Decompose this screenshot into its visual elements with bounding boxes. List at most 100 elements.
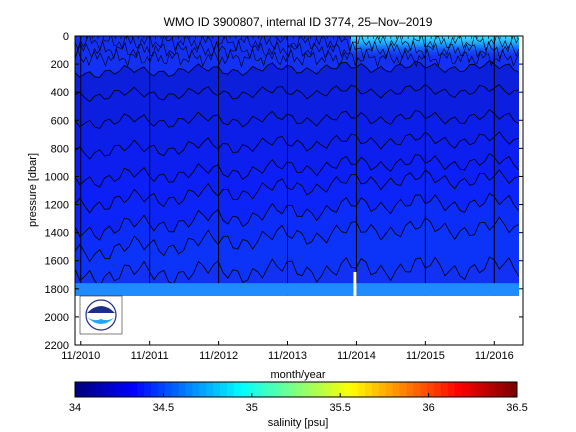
colorbar-segment — [95, 382, 104, 397]
surface-contour-line — [75, 39, 520, 60]
colorbar-segment — [302, 382, 311, 397]
colorbar-label: salinity [psu] — [268, 417, 329, 429]
colorbar-segment — [75, 382, 83, 397]
contour-line-34-2 — [75, 131, 520, 160]
colorbar-segment — [447, 382, 456, 397]
salinity-band — [75, 169, 519, 241]
colorbar-segment — [254, 382, 262, 397]
colorbar-segment — [434, 382, 442, 397]
y-tick-label: 2000 — [45, 312, 69, 324]
salinity-band — [75, 131, 519, 188]
plot-area — [75, 36, 520, 296]
colorbar-segment — [510, 382, 518, 397]
colorbar-segment — [123, 382, 131, 397]
colorbar-segment — [226, 382, 235, 397]
colorbar-segment — [296, 382, 304, 397]
y-tick-label: 1200 — [45, 200, 69, 212]
x-tick-label: 11/2015 — [406, 350, 445, 362]
colorbar-segment — [164, 382, 173, 397]
colorbar-segment — [496, 382, 504, 397]
colorbar-segment — [275, 382, 283, 397]
y-tick-label: 200 — [51, 59, 69, 71]
y-axis-label: pressure [dbar] — [27, 153, 39, 227]
colorbar-segment — [116, 382, 124, 397]
colorbar-tick-label: 34 — [69, 402, 81, 414]
colorbar-tick-label: 35 — [246, 402, 258, 414]
salinity-field — [75, 36, 519, 296]
contour-line-34-35 — [75, 192, 520, 241]
colorbar-segment — [475, 382, 483, 397]
colorbar-segment — [427, 382, 435, 397]
colorbar-segment — [261, 382, 269, 397]
colorbar-segment — [233, 382, 242, 397]
salinity-band — [75, 109, 519, 159]
colorbar-segment — [454, 382, 463, 397]
colorbar-segment — [420, 382, 428, 397]
colorbar-segment — [489, 382, 497, 397]
noaa-logo: NOAA — [79, 295, 123, 335]
surface-contour-line — [75, 48, 520, 68]
colorbar-segment — [309, 382, 318, 397]
colorbar-segment — [178, 382, 186, 397]
colorbar-segment — [185, 382, 193, 397]
colorbar-segment — [371, 382, 380, 397]
colorbar-segment — [157, 382, 166, 397]
colorbar-segment — [441, 382, 449, 397]
y-tick-label: 1000 — [45, 171, 69, 183]
colorbar-segment — [150, 382, 159, 397]
x-tick-label: 11/2010 — [61, 350, 100, 362]
colorbar-segment — [289, 382, 297, 397]
colorbar-segment — [88, 382, 97, 397]
colorbar-segment — [171, 382, 180, 397]
y-tick-label: 2200 — [45, 340, 69, 352]
colorbar-segment — [220, 382, 228, 397]
contour-line-34-4 — [75, 216, 520, 263]
colorbar-segment — [482, 382, 490, 397]
colorbar-segment — [461, 382, 470, 397]
colorbar-segment — [316, 382, 325, 397]
colorbar-segment — [282, 382, 290, 397]
colorbar-frame — [74, 381, 518, 398]
salinity-band — [75, 153, 519, 213]
contour-line-34-1 — [75, 83, 520, 103]
colorbar-segment — [268, 382, 276, 397]
colorbar-segment — [81, 382, 90, 397]
contour-line-34-05 — [75, 60, 520, 78]
salinity-band — [75, 217, 519, 287]
data-gap-marker — [353, 271, 357, 296]
x-tick-label: 11/2014 — [337, 350, 376, 362]
colorbar-segment — [351, 382, 359, 397]
y-tick-label: 400 — [51, 87, 69, 99]
colorbar-segment — [413, 382, 421, 397]
colorbar-tick-label: 34.5 — [153, 402, 174, 414]
colorbar-segment — [247, 382, 256, 397]
colorbar-segment — [206, 382, 214, 397]
colorbar-segment — [199, 382, 207, 397]
colorbar-segment — [337, 382, 345, 397]
colorbar-segment — [378, 382, 387, 397]
colorbar-segment — [406, 382, 414, 397]
colorbar-segment — [385, 382, 394, 397]
y-tick-label: 1600 — [45, 256, 69, 268]
salinity-band — [75, 84, 519, 129]
noaa-logo-emblem — [85, 299, 117, 331]
x-tick-label: 11/2016 — [475, 350, 514, 362]
colorbar-segment — [330, 382, 338, 397]
colorbar-tick-label: 35.5 — [329, 402, 350, 414]
colorbar-segment — [109, 382, 117, 397]
y-tick-label: 1400 — [45, 228, 69, 240]
contour-line-34-45 — [75, 256, 520, 288]
colorbar-tick-label: 36.5 — [506, 402, 527, 414]
y-tick-label: 600 — [51, 115, 69, 127]
x-tick-label: 11/2012 — [199, 350, 238, 362]
colorbar-segment — [392, 382, 401, 397]
contour-line-34-3 — [75, 169, 520, 214]
colorbar-segment — [137, 382, 145, 397]
colorbar-segment — [344, 382, 352, 397]
colorbar — [75, 382, 518, 397]
colorbar-segment — [358, 382, 366, 397]
contour-line-34-15 — [75, 109, 520, 129]
y-tick-label: 800 — [51, 143, 69, 155]
noaa-logo-text: NOAA — [92, 314, 110, 320]
